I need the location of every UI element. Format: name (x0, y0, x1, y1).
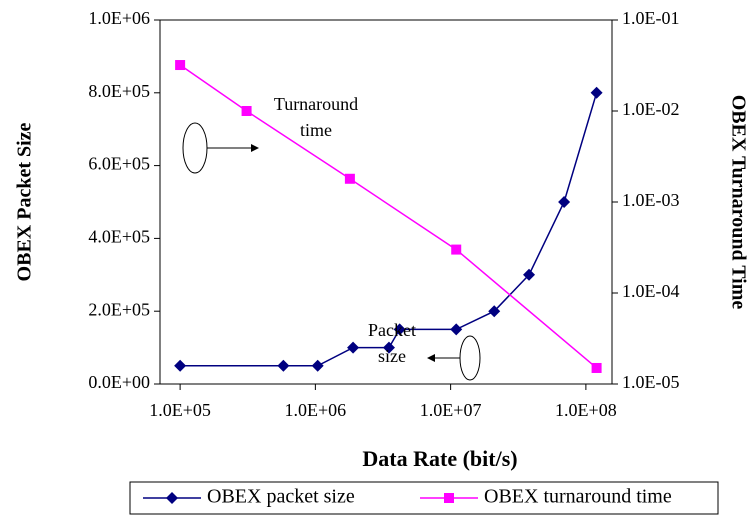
annotation-turnaround (182, 122, 259, 174)
data-point (241, 106, 252, 116)
y-tick-label: 2.0E+05 (88, 299, 150, 319)
legend-label: OBEX packet size (207, 486, 355, 508)
legend-marker (444, 493, 454, 503)
y2-axis-title: OBEX Turnaround Time (727, 95, 749, 310)
legend-label: OBEX turnaround time (484, 486, 672, 508)
annotation-text: Turnaround (274, 94, 358, 114)
y2-tick-label: 1.0E-04 (622, 281, 680, 301)
y-tick-label: 4.0E+05 (88, 227, 150, 247)
data-point (311, 359, 324, 372)
y-tick-label: 1.0E+06 (88, 8, 150, 28)
data-point (523, 268, 536, 281)
data-point (450, 323, 463, 336)
data-point (451, 244, 462, 255)
y2-tick-label: 1.0E-01 (622, 8, 680, 28)
y2-tick-label: 1.0E-05 (622, 372, 680, 392)
annotation-ellipse (459, 335, 481, 381)
annotation-text: Packet (368, 320, 416, 340)
data-point (488, 305, 501, 318)
data-point (344, 173, 355, 184)
x-axis-title: Data Rate (bit/s) (362, 446, 517, 471)
annotation-packet (427, 335, 481, 381)
data-point (277, 359, 290, 372)
legend-marker (166, 492, 178, 504)
data-point (393, 323, 406, 336)
data-point (558, 196, 571, 208)
x-tick-label: 1.0E+07 (420, 400, 482, 420)
y-tick-label: 6.0E+05 (88, 154, 150, 174)
y-tick-label: 8.0E+05 (88, 81, 150, 101)
annotation-text: time (300, 120, 332, 140)
y-tick-label: 0.0E+00 (88, 372, 150, 392)
data-point (347, 341, 360, 354)
data-point (591, 362, 602, 373)
x-tick-label: 1.0E+08 (555, 400, 617, 420)
data-point (175, 60, 186, 71)
annotation-ellipse (182, 122, 208, 174)
data-point (174, 359, 187, 372)
y2-tick-label: 1.0E-02 (622, 99, 680, 119)
annotation-text: size (378, 346, 406, 366)
x-tick-label: 1.0E+05 (149, 400, 211, 420)
data-point (382, 341, 395, 354)
y-axis-title: OBEX Packet Size (14, 122, 36, 281)
y2-tick-label: 1.0E-03 (622, 190, 680, 210)
x-tick-label: 1.0E+06 (285, 400, 347, 420)
data-point (590, 86, 603, 99)
